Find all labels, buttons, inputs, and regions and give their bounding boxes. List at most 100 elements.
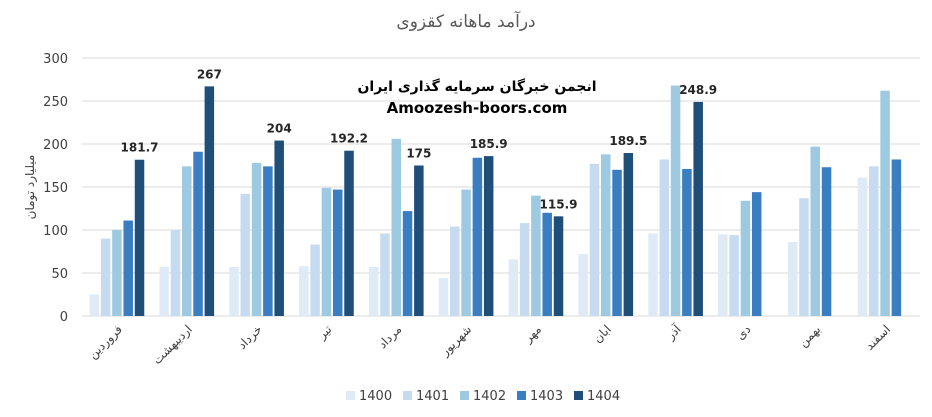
- y-tick-label: 150: [43, 181, 68, 196]
- legend-swatch: [574, 391, 583, 400]
- bar-1403: [542, 212, 552, 316]
- bar-1403: [332, 189, 343, 316]
- bar-1403: [891, 159, 902, 316]
- y-tick-label: 250: [43, 95, 68, 110]
- bar-1402: [251, 162, 262, 316]
- data-label: 267: [197, 67, 222, 81]
- bar-1403: [263, 166, 273, 316]
- data-label: 181.7: [121, 141, 159, 155]
- bar-1402: [531, 195, 541, 316]
- data-label: 204: [267, 122, 292, 136]
- bar-1402: [740, 200, 751, 316]
- bar-1402: [670, 85, 681, 317]
- bar-1404: [274, 140, 284, 316]
- bar-1401: [869, 166, 879, 316]
- watermark-association-name: انجمن خبرگان سرمایه گذاری ایران: [357, 78, 596, 95]
- bar-1402: [321, 187, 332, 316]
- x-category-label: ابان: [590, 322, 613, 345]
- y-tick-label: 300: [43, 52, 68, 67]
- bar-1404: [553, 216, 564, 316]
- y-tick-label: 200: [43, 138, 68, 153]
- bar-1402: [810, 146, 820, 316]
- bar-1401: [659, 159, 670, 316]
- legend-label: 1401: [416, 389, 449, 404]
- data-label: 189.5: [609, 134, 647, 148]
- bar-1401: [589, 163, 600, 316]
- bar-1400: [787, 242, 798, 316]
- bar-1401: [170, 230, 181, 316]
- y-tick-label: 100: [43, 224, 68, 239]
- bar-1404: [134, 159, 145, 316]
- bar-1401: [100, 238, 111, 316]
- bar-1402: [112, 230, 122, 316]
- legend-swatch: [403, 391, 412, 400]
- x-category-label: مرداد: [375, 322, 405, 352]
- data-label: 248.9: [679, 83, 717, 97]
- bar-1402: [601, 154, 611, 316]
- x-category-label: آذر: [662, 321, 685, 344]
- bar-1403: [612, 169, 622, 316]
- bar-1403: [751, 192, 762, 316]
- bar-1401: [729, 235, 739, 316]
- bar-1400: [89, 294, 100, 316]
- legend: 1400 1401 1402 1403 1404: [346, 389, 620, 404]
- bar-1401: [799, 198, 809, 316]
- data-label: 175: [406, 147, 431, 161]
- grid-lines: [82, 57, 920, 317]
- bar-1404: [693, 101, 703, 316]
- x-category-label: شهریور: [437, 322, 475, 360]
- data-labels: 181.7 267 204 192.2 175 185.9 115.9 189.5 248.9: [121, 67, 718, 211]
- bar-1404: [623, 153, 634, 316]
- x-axis-categories: فروردین اردیبهشت خرداد تیر مرداد شهریور مهر ابا…: [86, 321, 894, 368]
- bar-1402: [461, 189, 471, 316]
- bar-1402: [880, 90, 890, 317]
- x-category-label: فروردین: [86, 322, 126, 362]
- bar-1401: [240, 193, 251, 316]
- bar-1400: [159, 266, 169, 316]
- bar-1401: [519, 223, 530, 316]
- bar-1400: [299, 266, 309, 316]
- bar-1400: [857, 177, 868, 316]
- x-category-label: تیر: [314, 322, 335, 343]
- data-label: 192.2: [330, 132, 368, 146]
- x-category-label: اردیبهشت: [150, 322, 196, 368]
- bar-1400: [578, 254, 588, 316]
- bar-1401: [380, 233, 390, 316]
- bar-1404: [414, 165, 424, 316]
- legend-swatch: [346, 391, 355, 400]
- legend-swatch: [460, 391, 469, 400]
- bar-1402: [391, 138, 401, 316]
- legend-label: 1400: [359, 389, 392, 404]
- bar-1403: [821, 167, 832, 316]
- x-category-label: مهر: [520, 322, 544, 346]
- bar-1404: [344, 150, 354, 316]
- legend-label: 1402: [473, 389, 506, 404]
- legend-swatch: [517, 391, 526, 400]
- bar-1403: [193, 151, 203, 316]
- y-axis-ticks: 0 50 100 150 200 250 300: [43, 52, 68, 325]
- y-axis-label: میلیارد تومان: [23, 155, 38, 220]
- bars: [89, 85, 902, 317]
- y-tick-label: 0: [60, 310, 68, 325]
- bar-1400: [438, 278, 449, 316]
- bar-1400: [229, 266, 239, 316]
- bar-1401: [450, 226, 460, 316]
- bar-1400: [508, 259, 519, 316]
- data-label: 185.9: [470, 137, 508, 151]
- bar-1403: [123, 220, 133, 316]
- x-category-label: اسفند: [863, 322, 894, 353]
- bar-1403: [472, 157, 483, 316]
- chart-title: درآمد ماهانه کقزوی: [396, 10, 535, 32]
- y-tick-label: 50: [51, 267, 68, 282]
- x-category-label: خرداد: [235, 322, 265, 352]
- bar-1404: [204, 86, 215, 316]
- legend-label: 1403: [530, 389, 563, 404]
- bar-1403: [402, 211, 413, 316]
- data-label: 115.9: [540, 197, 578, 211]
- bar-1400: [648, 233, 658, 316]
- legend-label: 1404: [587, 389, 620, 404]
- bar-1403: [682, 168, 692, 316]
- x-category-label: دی: [733, 322, 753, 342]
- bar-1401: [310, 244, 320, 316]
